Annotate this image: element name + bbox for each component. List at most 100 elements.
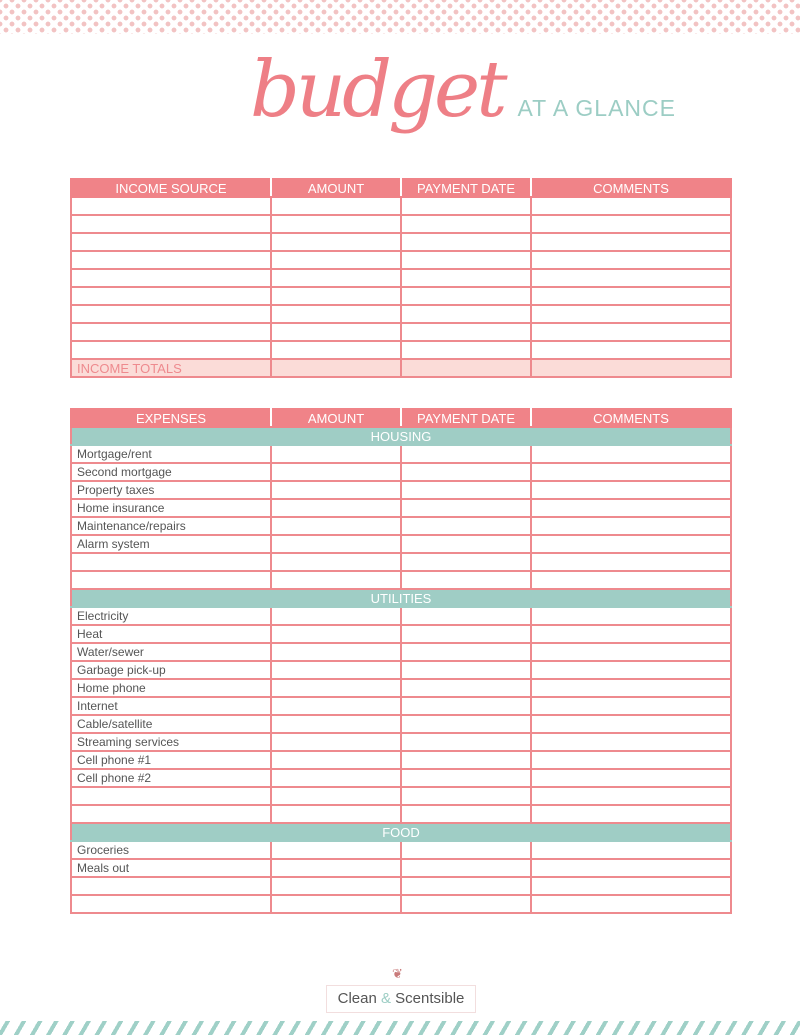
entry-cell[interactable] bbox=[270, 876, 402, 896]
entry-cell[interactable] bbox=[530, 480, 732, 500]
entry-cell[interactable] bbox=[530, 876, 732, 896]
entry-cell[interactable] bbox=[400, 696, 532, 716]
entry-cell[interactable] bbox=[270, 498, 402, 518]
entry-cell[interactable] bbox=[270, 768, 402, 788]
entry-cell[interactable] bbox=[270, 516, 402, 536]
entry-cell[interactable] bbox=[530, 678, 732, 698]
entry-cell[interactable] bbox=[270, 268, 402, 288]
entry-cell[interactable] bbox=[400, 340, 532, 360]
entry-cell[interactable] bbox=[270, 714, 402, 734]
entry-cell[interactable] bbox=[530, 286, 732, 306]
entry-cell[interactable] bbox=[270, 642, 402, 662]
entry-cell[interactable] bbox=[530, 660, 732, 680]
entry-cell[interactable] bbox=[270, 840, 402, 860]
entry-cell[interactable] bbox=[530, 732, 732, 752]
entry-cell[interactable] bbox=[530, 214, 732, 234]
entry-cell[interactable] bbox=[400, 876, 532, 896]
entry-cell[interactable] bbox=[530, 358, 732, 378]
entry-cell[interactable] bbox=[530, 894, 732, 914]
entry-cell[interactable] bbox=[400, 552, 532, 572]
entry-cell[interactable] bbox=[400, 624, 532, 644]
entry-cell[interactable] bbox=[530, 444, 732, 464]
entry-cell[interactable] bbox=[270, 534, 402, 554]
entry-cell[interactable] bbox=[270, 660, 402, 680]
entry-cell[interactable] bbox=[530, 340, 732, 360]
entry-cell[interactable] bbox=[400, 768, 532, 788]
entry-cell[interactable] bbox=[270, 480, 402, 500]
entry-cell[interactable] bbox=[530, 750, 732, 770]
entry-cell[interactable] bbox=[530, 462, 732, 482]
entry-cell[interactable] bbox=[270, 340, 402, 360]
entry-cell[interactable] bbox=[530, 768, 732, 788]
entry-cell[interactable] bbox=[400, 286, 532, 306]
entry-cell[interactable] bbox=[270, 750, 402, 770]
entry-cell[interactable] bbox=[270, 804, 402, 824]
entry-cell[interactable] bbox=[400, 498, 532, 518]
entry-cell[interactable] bbox=[530, 714, 732, 734]
entry-cell[interactable] bbox=[530, 786, 732, 806]
entry-cell[interactable] bbox=[270, 606, 402, 626]
entry-cell[interactable] bbox=[400, 786, 532, 806]
entry-cell[interactable] bbox=[530, 624, 732, 644]
entry-cell[interactable] bbox=[530, 250, 732, 270]
entry-cell[interactable] bbox=[270, 196, 402, 216]
entry-cell[interactable] bbox=[400, 196, 532, 216]
entry-cell[interactable] bbox=[530, 498, 732, 518]
entry-cell[interactable] bbox=[400, 268, 532, 288]
entry-cell[interactable] bbox=[530, 840, 732, 860]
entry-cell[interactable] bbox=[400, 570, 532, 590]
entry-cell[interactable] bbox=[270, 552, 402, 572]
entry-cell[interactable] bbox=[270, 214, 402, 234]
entry-cell[interactable] bbox=[400, 534, 532, 554]
entry-cell[interactable] bbox=[400, 894, 532, 914]
entry-cell[interactable] bbox=[400, 462, 532, 482]
entry-cell[interactable] bbox=[400, 480, 532, 500]
entry-cell[interactable] bbox=[530, 858, 732, 878]
entry-cell[interactable] bbox=[270, 696, 402, 716]
entry-cell[interactable] bbox=[270, 232, 402, 252]
entry-cell[interactable] bbox=[270, 894, 402, 914]
entry-cell[interactable] bbox=[400, 606, 532, 626]
entry-cell[interactable] bbox=[400, 250, 532, 270]
entry-cell[interactable] bbox=[400, 304, 532, 324]
entry-cell[interactable] bbox=[530, 570, 732, 590]
entry-cell[interactable] bbox=[530, 534, 732, 554]
entry-cell[interactable] bbox=[270, 322, 402, 342]
entry-cell[interactable] bbox=[270, 462, 402, 482]
entry-cell[interactable] bbox=[270, 570, 402, 590]
entry-cell[interactable] bbox=[400, 840, 532, 860]
entry-cell[interactable] bbox=[530, 232, 732, 252]
entry-cell[interactable] bbox=[530, 696, 732, 716]
entry-cell[interactable] bbox=[400, 732, 532, 752]
entry-cell[interactable] bbox=[400, 214, 532, 234]
entry-cell[interactable] bbox=[270, 732, 402, 752]
entry-cell[interactable] bbox=[530, 804, 732, 824]
entry-cell[interactable] bbox=[530, 322, 732, 342]
entry-cell[interactable] bbox=[400, 232, 532, 252]
entry-cell[interactable] bbox=[530, 606, 732, 626]
entry-cell[interactable] bbox=[400, 516, 532, 536]
entry-cell[interactable] bbox=[400, 444, 532, 464]
entry-cell[interactable] bbox=[530, 268, 732, 288]
entry-cell[interactable] bbox=[270, 358, 402, 378]
entry-cell[interactable] bbox=[400, 358, 532, 378]
entry-cell[interactable] bbox=[270, 444, 402, 464]
entry-cell[interactable] bbox=[400, 678, 532, 698]
entry-cell[interactable] bbox=[270, 304, 402, 324]
entry-cell[interactable] bbox=[400, 750, 532, 770]
entry-cell[interactable] bbox=[400, 714, 532, 734]
entry-cell[interactable] bbox=[400, 804, 532, 824]
entry-cell[interactable] bbox=[270, 786, 402, 806]
entry-cell[interactable] bbox=[270, 286, 402, 306]
entry-cell[interactable] bbox=[270, 250, 402, 270]
entry-cell[interactable] bbox=[400, 642, 532, 662]
entry-cell[interactable] bbox=[270, 678, 402, 698]
entry-cell[interactable] bbox=[270, 624, 402, 644]
entry-cell[interactable] bbox=[400, 322, 532, 342]
entry-cell[interactable] bbox=[530, 196, 732, 216]
entry-cell[interactable] bbox=[530, 304, 732, 324]
entry-cell[interactable] bbox=[400, 660, 532, 680]
entry-cell[interactable] bbox=[400, 858, 532, 878]
entry-cell[interactable] bbox=[530, 552, 732, 572]
entry-cell[interactable] bbox=[270, 858, 402, 878]
